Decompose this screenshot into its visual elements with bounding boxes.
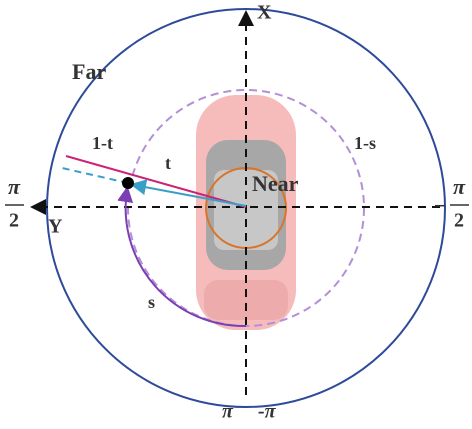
point (122, 177, 134, 189)
near-label: Near (252, 171, 299, 196)
angle-numerator: π (8, 174, 21, 199)
x-label: X (257, 2, 272, 24)
one-minus-t: 1-t (92, 133, 113, 153)
t-label: t (165, 153, 171, 173)
diagram: X Far 1-t t 1-s Near π 2 Y − π 2 s π -π (0, 0, 472, 429)
angle-denominator: 2 (454, 210, 464, 232)
angle-numerator: π (453, 174, 466, 199)
angle-sign: − (434, 193, 447, 218)
one-minus-s: 1-s (354, 133, 376, 153)
bottom-right-angle: -π (258, 401, 277, 423)
s-label: s (148, 292, 155, 312)
y-label: Y (48, 216, 63, 238)
angle-denominator: 2 (9, 210, 19, 232)
far-label: Far (72, 59, 106, 84)
bottom-left-angle: π (222, 401, 234, 423)
